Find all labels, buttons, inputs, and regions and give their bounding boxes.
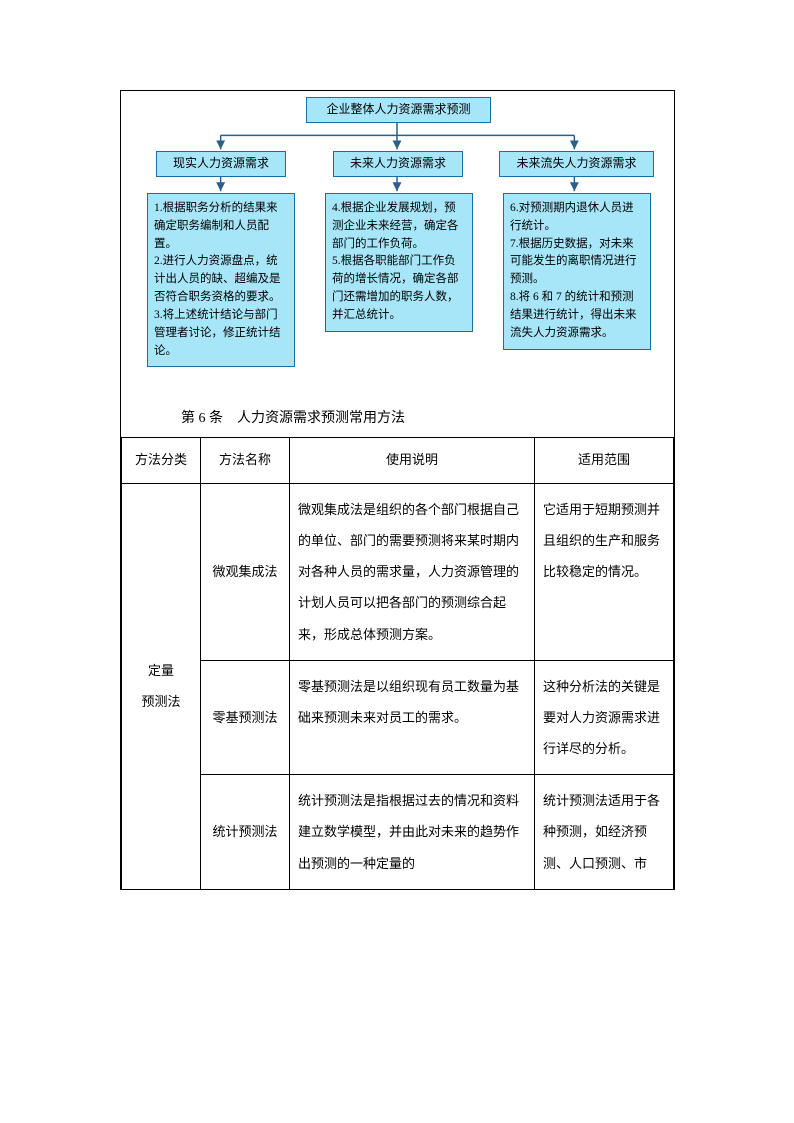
method-desc-cell: 微观集成法是组织的各个部门根据自己的单位、部门的需要预测将来某时期内对各种人员的… [290,483,535,660]
category-cell: 定量 预测法 [122,483,201,889]
methods-table: 方法分类 方法名称 使用说明 适用范围 定量 预测法 微观集成法 微观集成法是组… [121,437,674,889]
section-title: 第 6 条 人力资源需求预测常用方法 [181,407,674,427]
table-row: 定量 预测法 微观集成法 微观集成法是组织的各个部门根据自己的单位、部门的需要预… [122,483,674,660]
table-header-row: 方法分类 方法名称 使用说明 适用范围 [122,438,674,484]
diagram-branch2-title: 未来人力资源需求 [333,151,463,177]
method-scope-cell: 这种分析法的关键是要对人力资源需求进行详尽的分析。 [535,660,674,775]
method-name-cell: 零基预测法 [201,660,290,775]
header-scope: 适用范围 [535,438,674,484]
table-row: 零基预测法 零基预测法是以组织现有员工数量为基础来预测未来对员工的需求。 这种分… [122,660,674,775]
method-desc-cell: 零基预测法是以组织现有员工数量为基础来预测未来对员工的需求。 [290,660,535,775]
header-desc: 使用说明 [290,438,535,484]
method-scope-cell: 它适用于短期预测并且组织的生产和服务比较稳定的情况。 [535,483,674,660]
diagram-branch3-detail: 6.对预测期内退休人员进行统计。 7.根据历史数据，对未来可能发生的离职情况进行… [503,193,651,350]
method-desc-cell: 统计预测法是指根据过去的情况和资料建立数学模型，并由此对未来的趋势作出预测的一种… [290,775,535,889]
method-scope-cell: 统计预测法适用于各种预测，如经济预测、人口预测、市 [535,775,674,889]
diagram-root-box: 企业整体人力资源需求预测 [306,97,491,123]
method-name-cell: 微观集成法 [201,483,290,660]
table-row: 统计预测法 统计预测法是指根据过去的情况和资料建立数学模型，并由此对未来的趋势作… [122,775,674,889]
hr-forecast-diagram: 企业整体人力资源需求预测 现实人力资源需求 未来人力资源需求 未来流失人力资源需… [121,91,674,401]
diagram-branch1-title: 现实人力资源需求 [156,151,286,177]
diagram-branch1-detail: 1.根据职务分析的结果来确定职务编制和人员配置。 2.进行人力资源盘点，统计出人… [147,193,295,367]
header-name: 方法名称 [201,438,290,484]
diagram-branch3-title: 未来流失人力资源需求 [499,151,654,177]
method-name-cell: 统计预测法 [201,775,290,889]
diagram-branch2-detail: 4.根据企业发展规划，预测企业未来经营，确定各部门的工作负荷。 5.根据各职能部… [325,193,473,332]
header-category: 方法分类 [122,438,201,484]
page-container: 企业整体人力资源需求预测 现实人力资源需求 未来人力资源需求 未来流失人力资源需… [120,90,675,890]
